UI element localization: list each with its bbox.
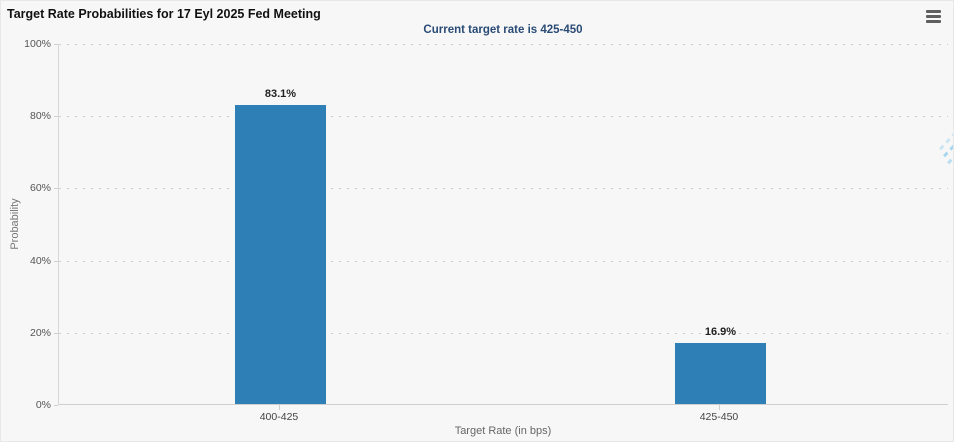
hamburger-icon [926, 9, 941, 13]
gridline [59, 44, 948, 45]
y-tick-label: 40% [29, 255, 51, 267]
hamburger-icon [926, 14, 941, 18]
y-tick-mark [54, 261, 58, 262]
watermark-logo: Q [939, 78, 953, 165]
bar-value-label: 16.9% [704, 326, 737, 339]
y-tick-label: 100% [24, 38, 51, 50]
plot-area: 83.1% 16.9% Q [58, 44, 953, 405]
gridline [59, 116, 948, 117]
watermark-diagonal-dashes [939, 78, 953, 151]
y-tick-mark [54, 405, 58, 406]
y-tick-label: 60% [29, 182, 51, 194]
hamburger-icon [926, 19, 941, 23]
bar[interactable]: 83.1% [235, 88, 326, 404]
chart-subtitle: Current target rate is 425-450 [423, 24, 583, 36]
y-tick-mark [54, 44, 58, 45]
bar[interactable]: 16.9% [675, 326, 766, 404]
hamburger-menu-button[interactable] [926, 8, 943, 24]
x-axis-title: Target Rate (in bps) [454, 425, 552, 437]
y-tick-label: 80% [29, 110, 51, 122]
gridline [59, 261, 948, 262]
x-tick-mark [719, 405, 720, 410]
y-axis-title: Probability [9, 198, 21, 250]
y-tick-label: 0% [35, 399, 51, 411]
y-tick-mark [54, 116, 58, 117]
y-tick-label: 20% [29, 327, 51, 339]
gridline [59, 333, 948, 334]
gridline [59, 188, 948, 189]
chart-title: Target Rate Probabilities for 17 Eyl 202… [7, 7, 321, 21]
x-tick-label: 425-450 [699, 411, 739, 423]
x-tick-mark [279, 405, 280, 410]
y-tick-mark [54, 188, 58, 189]
x-tick-label: 400-425 [259, 411, 299, 423]
y-tick-mark [54, 333, 58, 334]
bar-value-label: 83.1% [264, 87, 297, 100]
